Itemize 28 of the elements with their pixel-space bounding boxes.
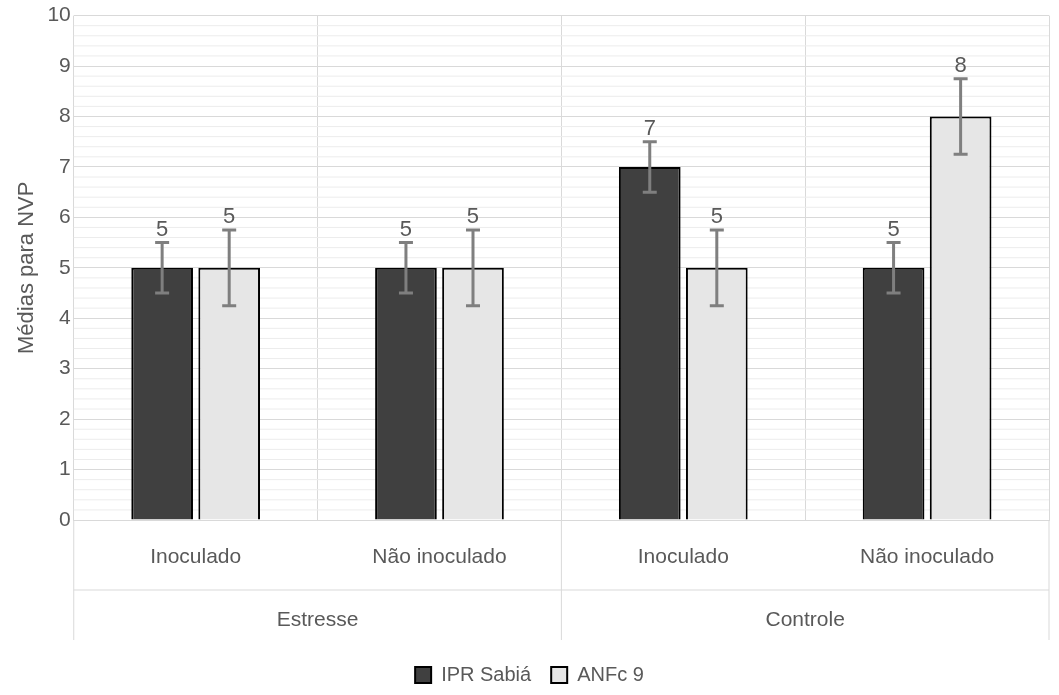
legend-label: ANFc 9: [577, 662, 644, 685]
x-tick-label: Não inoculado: [859, 544, 995, 568]
y-tick-label: 2: [59, 405, 71, 429]
legend-label: IPR Sabiá: [441, 662, 533, 685]
y-tick-label: 1: [59, 456, 71, 480]
y-tick-label: 0: [59, 506, 71, 530]
data-label: 8: [954, 51, 967, 77]
data-label: 5: [887, 215, 900, 241]
data-label: 5: [466, 203, 480, 229]
data-label: 5: [710, 203, 723, 229]
y-tick-label: 4: [59, 305, 72, 329]
text: Controle: [765, 606, 845, 630]
y-tick-label: 8: [59, 103, 71, 127]
data-label: 5: [156, 215, 169, 241]
y-tick-label: 9: [59, 52, 71, 76]
x-tick-label: Não inoculado: [372, 544, 507, 568]
x-tick-label: Inoculado: [637, 544, 729, 568]
y-tick-label: 3: [59, 355, 71, 379]
data-label: 5: [223, 203, 236, 229]
y-tick-label: 6: [59, 204, 71, 228]
y-tick-label: 5: [59, 254, 71, 278]
y-tick-label: 10: [47, 2, 71, 26]
text: Estresse: [276, 606, 359, 630]
y-tick-label: 7: [59, 153, 71, 177]
data-label: 7: [643, 114, 656, 140]
x-tick-label: Inoculado: [150, 544, 242, 568]
data-label: 5: [399, 215, 413, 241]
y-axis-title: Médias para NVP: [13, 181, 39, 355]
